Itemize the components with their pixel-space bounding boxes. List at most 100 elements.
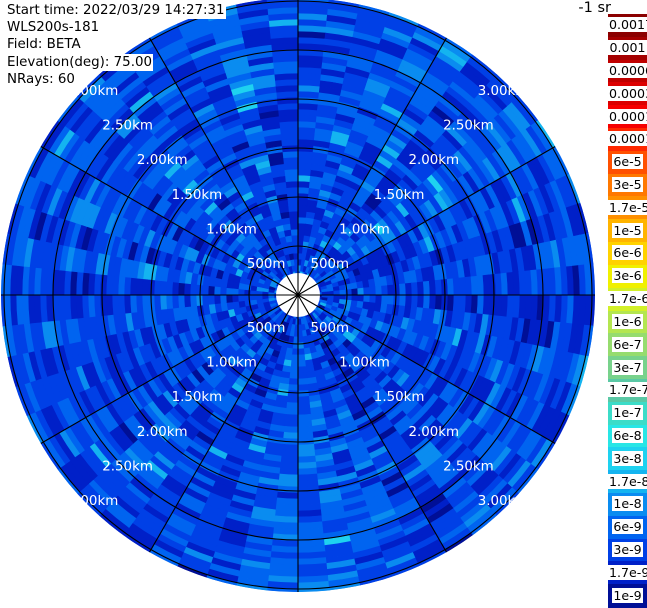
range-gate-cell bbox=[297, 204, 308, 212]
range-gate-cell bbox=[288, 372, 299, 380]
colorbar-tick-label: 3e-5 bbox=[612, 177, 643, 193]
range-gate-cell bbox=[351, 288, 359, 296]
range-gate-cell bbox=[405, 294, 413, 308]
range-gate-cell bbox=[297, 222, 306, 230]
colorbar-tick-label: 1.7e-7 bbox=[608, 382, 647, 398]
range-gate-cell bbox=[297, 402, 311, 410]
colorbar-tick-label: 1e-6 bbox=[612, 313, 643, 329]
range-gate-cell bbox=[288, 378, 299, 386]
range-gate-cell bbox=[135, 294, 144, 313]
colorbar-units-label: -1 sr bbox=[578, 0, 611, 16]
range-gate-cell bbox=[375, 294, 383, 305]
range-gate-cell bbox=[387, 284, 395, 296]
range-gate-cell bbox=[225, 294, 233, 303]
ppi-canvas[interactable]: 500m 500m 500m 500m 1.00km 1.00km 1.00km 1.00km… bbox=[0, 0, 600, 607]
range-gate-cell bbox=[195, 294, 203, 307]
range-gate-cell bbox=[225, 287, 233, 296]
range-gate-cell bbox=[446, 294, 455, 312]
range-gate-cell bbox=[287, 384, 299, 392]
range-gate-cell bbox=[129, 294, 138, 313]
range-gate-cell bbox=[159, 280, 168, 296]
range-gate-cell bbox=[285, 402, 299, 410]
range-gate-cell bbox=[375, 285, 383, 296]
range-gate-cell bbox=[297, 366, 307, 374]
colorbar-tick-label: 0.0003 bbox=[608, 85, 647, 101]
range-gate-cell bbox=[297, 132, 316, 141]
range-gate-cell bbox=[288, 210, 299, 218]
colorbar-tick-label: 1e-5 bbox=[612, 222, 643, 238]
range-gate-cell bbox=[297, 150, 314, 159]
range-gate-cell bbox=[297, 354, 306, 362]
range-gate-cell bbox=[411, 294, 419, 308]
range-gate-cell bbox=[452, 294, 461, 313]
range-gate-cell bbox=[297, 425, 313, 434]
range-gate-cell bbox=[285, 408, 299, 416]
range-gate-cell bbox=[458, 294, 467, 313]
range-gate-cell bbox=[416, 281, 425, 296]
range-gate-cell bbox=[237, 288, 245, 296]
range-ring-label: 2.50km bbox=[443, 119, 494, 134]
range-gate-cell bbox=[183, 294, 191, 308]
range-gate-cell bbox=[261, 294, 269, 300]
range-gate-cell bbox=[287, 198, 299, 206]
colorbar-tick-label: 1.7e-6 bbox=[608, 291, 647, 307]
colorbar-tick-label: 6e-7 bbox=[612, 336, 643, 352]
range-gate-cell bbox=[280, 455, 299, 464]
range-ring-label: 3.00km bbox=[68, 84, 119, 99]
range-gate-cell bbox=[283, 156, 299, 165]
range-gate-cell bbox=[288, 204, 299, 212]
range-gate-cell bbox=[297, 330, 303, 338]
range-gate-cell bbox=[369, 286, 377, 296]
range-gate-cell bbox=[290, 360, 299, 368]
range-ring-label: 2.50km bbox=[443, 459, 494, 474]
range-gate-cell bbox=[293, 258, 299, 266]
range-gate-cell bbox=[282, 431, 299, 440]
range-ring-label: 500m bbox=[311, 257, 350, 272]
range-gate-cell bbox=[283, 425, 299, 434]
range-gate-cell bbox=[363, 287, 371, 296]
range-gate-cell bbox=[297, 186, 310, 194]
range-gate-cell bbox=[177, 294, 185, 308]
range-gate-cell bbox=[171, 294, 180, 309]
range-gate-cell bbox=[195, 283, 203, 296]
range-gate-cell bbox=[141, 294, 150, 312]
colorbar-tick-label: 3e-8 bbox=[612, 450, 643, 466]
range-gate-cell bbox=[297, 372, 308, 380]
range-gate-cell bbox=[153, 294, 162, 311]
range-gate-cell bbox=[297, 234, 305, 242]
range-ring-label: 1.50km bbox=[172, 188, 223, 203]
range-gate-cell bbox=[281, 138, 299, 147]
range-gate-cell bbox=[201, 284, 209, 296]
range-ring-label: 500m bbox=[247, 257, 286, 272]
range-gate-cell bbox=[422, 280, 431, 296]
colorbar-tick-label: 1e-7 bbox=[612, 405, 643, 421]
range-gate-cell bbox=[327, 290, 335, 296]
range-gate-cell bbox=[189, 283, 197, 296]
range-gate-cell bbox=[290, 228, 299, 236]
range-gate-cell bbox=[207, 294, 215, 305]
range-gate-cell bbox=[339, 289, 347, 296]
range-gate-cell bbox=[290, 222, 299, 230]
range-gate-cell bbox=[297, 174, 311, 182]
range-gate-cell bbox=[405, 282, 413, 296]
range-gate-cell bbox=[422, 294, 431, 310]
range-gate-cell bbox=[280, 126, 299, 135]
range-gate-cell bbox=[297, 198, 309, 206]
colorbar-tick-label: 3e-9 bbox=[612, 541, 643, 557]
range-gate-cell bbox=[297, 156, 313, 165]
colorbar-tick-label: 6e-9 bbox=[612, 519, 643, 535]
ppi-plot-area[interactable]: 500m 500m 500m 500m 1.00km 1.00km 1.00km 1.00km… bbox=[0, 0, 600, 607]
range-gate-cell bbox=[297, 378, 308, 386]
range-gate-cell bbox=[411, 282, 419, 296]
range-gate-cell bbox=[183, 282, 191, 296]
range-ring-label: 2.00km bbox=[137, 153, 188, 168]
range-gate-cell bbox=[387, 294, 395, 306]
range-ring-label: 2.00km bbox=[408, 425, 459, 440]
colorbar-tick-label: 1e-9 bbox=[612, 587, 643, 603]
range-gate-cell bbox=[381, 285, 389, 296]
range-gate-cell bbox=[297, 431, 314, 440]
range-gate-cell bbox=[297, 390, 310, 398]
range-gate-cell bbox=[297, 449, 316, 458]
